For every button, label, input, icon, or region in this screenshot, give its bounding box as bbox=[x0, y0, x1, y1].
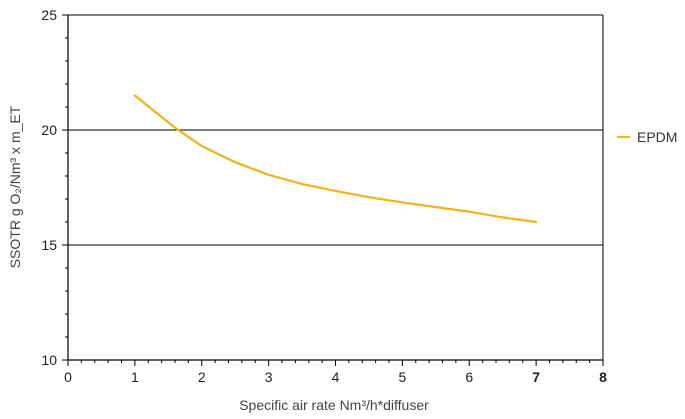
y-tick-label-10: 10 bbox=[41, 352, 57, 368]
x-tick-label-4: 4 bbox=[332, 369, 340, 385]
x-tick-label-2: 2 bbox=[198, 369, 206, 385]
ticks: 0 1 2 3 4 5 6 7 8 10 15 20 25 bbox=[41, 7, 607, 385]
series bbox=[133, 94, 538, 224]
axes bbox=[67, 15, 604, 361]
x-axis-title: Specific air rate Nm³/h*diffuser bbox=[239, 397, 429, 413]
y-tick-label-25: 25 bbox=[41, 7, 57, 23]
x-tick-label-0: 0 bbox=[64, 369, 72, 385]
grid-lines bbox=[68, 14, 603, 246]
y-tick-label-20: 20 bbox=[41, 122, 57, 138]
y-tick-label-15: 15 bbox=[41, 237, 57, 253]
legend-label-epdm: EPDM bbox=[637, 129, 677, 145]
x-tick-label-6: 6 bbox=[465, 369, 473, 385]
x-tick-label-8: 8 bbox=[599, 369, 607, 385]
series-line-epdm bbox=[133, 94, 538, 224]
x-tick-label-1: 1 bbox=[131, 369, 139, 385]
legend: EPDM bbox=[617, 129, 677, 145]
y-axis-title: SSOTR g O₂/Nm³ x m_ET bbox=[7, 105, 23, 268]
x-tick-label-5: 5 bbox=[398, 369, 406, 385]
x-tick-label-3: 3 bbox=[265, 369, 273, 385]
x-tick-label-7: 7 bbox=[532, 369, 540, 385]
